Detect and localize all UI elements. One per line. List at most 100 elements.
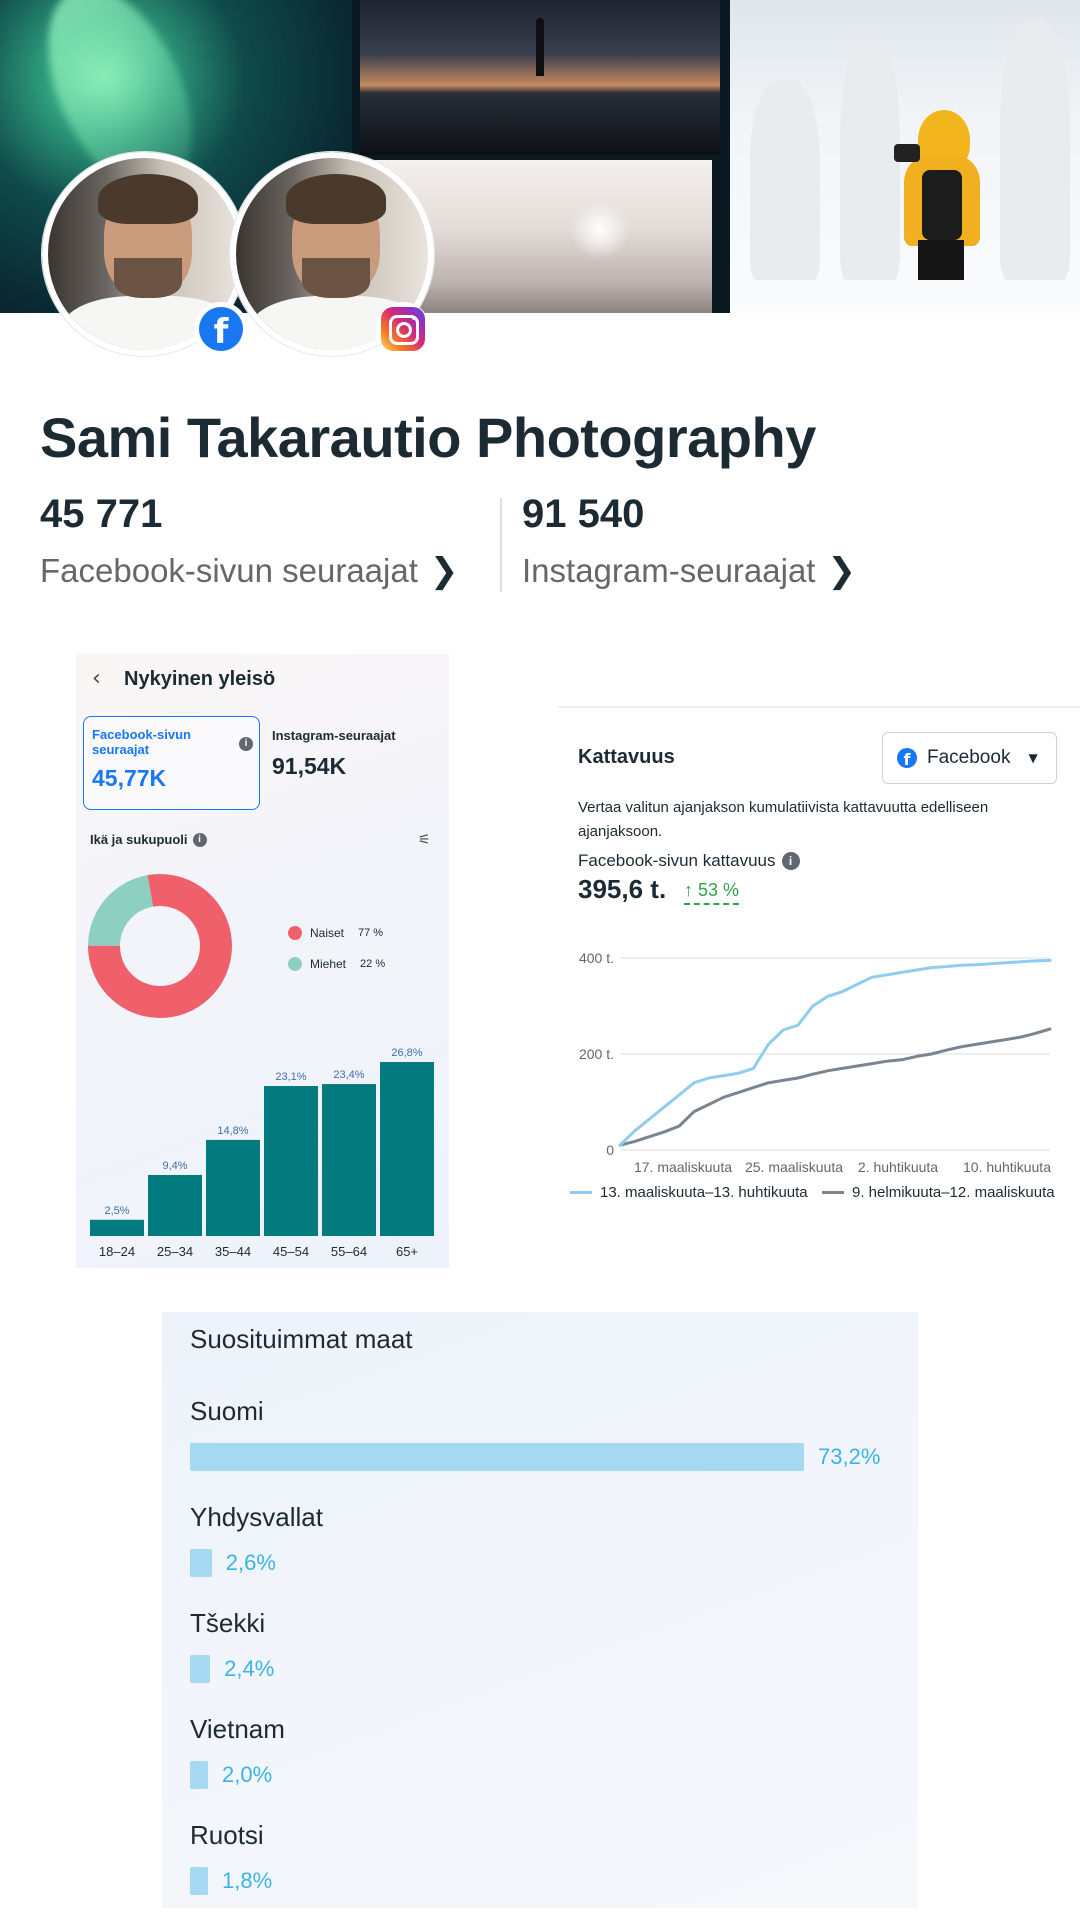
facebook-tile-value: 45,77K	[92, 765, 167, 791]
age-bar[interactable]	[380, 1062, 434, 1236]
reach-metric-value: 395,6 t.	[578, 874, 667, 904]
instagram-followers-tile[interactable]: Instagram-seuraajat 91,54K	[272, 728, 396, 780]
current-period-label: 13. maaliskuuta–13. huhtikuuta	[600, 1184, 808, 1201]
legend-women: Naiset 77 %	[288, 926, 383, 940]
facebook-followers-tile[interactable]: Facebook-sivun seuraajat 45,77K i	[83, 716, 260, 810]
age-gender-charts: 2,5% 18–24 9,4% 25–34 14,8% 35–44 23,1% 45–54 23…	[88, 874, 434, 1259]
age-bar[interactable]	[322, 1084, 376, 1236]
info-icon[interactable]: i	[192, 832, 207, 847]
country-pct: 2,4%	[224, 1656, 275, 1681]
age-bar[interactable]	[264, 1086, 318, 1236]
legend-previous-period: 9. helmikuuta–12. maaliskuuta	[822, 1184, 1055, 1201]
instagram-tile-label: Instagram-seuraajat	[272, 728, 396, 743]
current-period-swatch	[570, 1191, 592, 1194]
previous-period-label: 9. helmikuuta–12. maaliskuuta	[852, 1184, 1055, 1201]
age-bar-label: 2,5%	[104, 1205, 129, 1217]
back-arrow-icon[interactable]: ‹	[92, 666, 101, 691]
current-audience-card: ‹ Nykyinen yleisö Facebook-sivun seuraaj…	[76, 654, 449, 1268]
x-tick-label: 10. huhtikuuta	[963, 1159, 1051, 1175]
men-swatch	[288, 957, 302, 971]
facebook-profile-avatar[interactable]	[42, 152, 246, 356]
info-icon[interactable]: i	[239, 737, 253, 751]
age-bar-label: 26,8%	[391, 1047, 422, 1059]
reach-description: Vertaa valitun ajanjakson kumulatiivista…	[578, 799, 989, 840]
page-title: Sami Takarautio Photography	[40, 406, 816, 469]
age-bar[interactable]	[90, 1219, 144, 1236]
country-pct: 73,2%	[818, 1444, 881, 1469]
chevron-right-icon: ❯	[429, 551, 459, 591]
facebook-tile-label: Facebook-sivun seuraajat	[92, 727, 191, 757]
x-tick-label: 17. maaliskuuta	[634, 1159, 732, 1175]
facebook-followers-label: Facebook-sivun seuraajat	[40, 552, 418, 589]
age-bar-label: 9,4%	[162, 1160, 187, 1172]
instagram-followers-count: 91 540	[522, 492, 645, 536]
men-label: Miehet	[310, 957, 347, 971]
country-name: Vietnam	[190, 1714, 285, 1744]
stats-divider	[500, 498, 502, 592]
facebook-badge: f	[194, 302, 248, 356]
age-bar[interactable]	[206, 1139, 260, 1236]
country-bar	[190, 1655, 211, 1683]
country-row: Suomi 73,2%	[190, 1396, 890, 1471]
y-tick-label: 0	[606, 1142, 614, 1158]
audience-header: Nykyinen yleisö	[124, 668, 276, 690]
filter-sliders-icon[interactable]: ⚟	[418, 832, 431, 848]
age-category-label: 25–34	[157, 1244, 193, 1259]
age-gender-label: Ikä ja sukupuoli	[90, 832, 188, 847]
men-pct: 22 %	[360, 958, 386, 970]
donut-slice-miehet[interactable]	[88, 874, 232, 1018]
country-name: Yhdysvallat	[190, 1502, 323, 1532]
instagram-tile-value: 91,54K	[272, 753, 347, 779]
age-category-label: 35–44	[215, 1244, 251, 1259]
facebook-followers-count: 45 771	[40, 492, 163, 536]
age-bar-label: 23,1%	[275, 1071, 306, 1083]
current-period-line[interactable]	[618, 958, 1052, 1147]
country-row: Ruotsi 1,8%	[190, 1820, 890, 1895]
country-name: Ruotsi	[190, 1820, 264, 1850]
y-tick-label: 400 t.	[579, 950, 614, 966]
reach-line-chart: 0 200 t. 400 t. 17. maaliskuuta 25. maalisku…	[579, 950, 1052, 1175]
legend-current-period: 13. maaliskuuta–13. huhtikuuta	[570, 1184, 808, 1201]
facebook-icon: f	[199, 307, 243, 351]
country-pct: 1,8%	[222, 1868, 273, 1893]
caret-down-icon: ▼	[1028, 751, 1038, 765]
cover-sunset-image	[360, 0, 720, 155]
country-pct: 2,0%	[222, 1762, 273, 1787]
y-tick-label: 200 t.	[579, 1046, 614, 1062]
legend-men: Miehet 22 %	[288, 957, 385, 971]
platform-select-value: Facebook	[927, 747, 1011, 768]
x-tick-label: 25. maaliskuuta	[745, 1159, 843, 1175]
age-category-label: 45–54	[273, 1244, 309, 1259]
facebook-icon: f	[897, 748, 917, 768]
reach-delta[interactable]: ↑ 53 %	[684, 880, 740, 905]
previous-period-line[interactable]	[618, 1027, 1052, 1147]
women-swatch	[288, 926, 302, 940]
reach-metric-text: Facebook-sivun kattavuus	[578, 851, 776, 870]
country-row: Vietnam 2,0%	[190, 1714, 890, 1789]
chevron-right-icon: ❯	[827, 551, 856, 591]
country-row: Tšekki 2,4%	[190, 1608, 890, 1683]
age-category-label: 65+	[396, 1244, 418, 1259]
info-icon[interactable]: i	[781, 852, 800, 870]
cover-snow-photographer-image	[730, 0, 1080, 313]
age-bar-label: 23,4%	[333, 1069, 364, 1081]
reach-card: Kattavuus f Facebook ▼ Vertaa valitun aj…	[558, 706, 1080, 1212]
reach-title: Kattavuus	[578, 746, 675, 768]
women-pct: 77 %	[358, 927, 384, 939]
reach-metric-label: Facebook-sivun kattavuus i	[578, 851, 800, 871]
age-category-label: 55–64	[331, 1244, 367, 1259]
country-pct: 2,6%	[225, 1550, 276, 1575]
x-tick-label: 2. huhtikuuta	[858, 1159, 938, 1175]
country-name: Suomi	[190, 1396, 264, 1426]
platform-select[interactable]: f Facebook ▼	[882, 732, 1057, 784]
facebook-followers-stat[interactable]: 45 771 Facebook-sivun seuraajat ❯	[40, 492, 458, 591]
instagram-followers-label: Instagram-seuraajat	[522, 552, 816, 589]
age-bar[interactable]	[148, 1174, 202, 1236]
instagram-followers-stat[interactable]: 91 540 Instagram-seuraajat ❯	[522, 492, 856, 591]
age-gender-section-title: Ikä ja sukupuoli i	[90, 832, 207, 847]
top-countries-card: Suosituimmat maat Suomi 73,2% Yhdysvallat 2…	[162, 1312, 918, 1908]
instagram-badge	[376, 302, 430, 356]
women-label: Naiset	[310, 926, 345, 940]
instagram-icon	[381, 307, 425, 351]
